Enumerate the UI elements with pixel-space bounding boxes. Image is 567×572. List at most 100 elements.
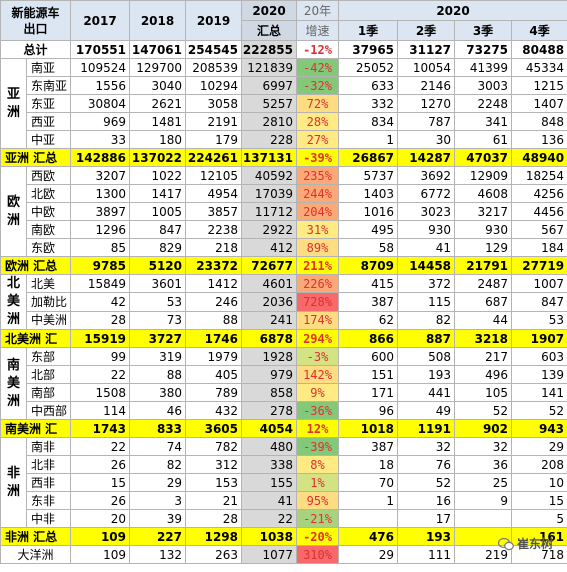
total-2020-cell: 6878	[241, 329, 298, 348]
table-row: 中非 20 39 28 22 -21% 17 5	[1, 509, 567, 528]
subregion-label: 西亚	[25, 112, 72, 131]
growth-cell: 204%	[296, 202, 340, 221]
value-cell: 31127	[397, 40, 456, 59]
value-cell: 36	[454, 455, 513, 474]
value-cell	[454, 509, 513, 528]
value-cell: 21791	[454, 256, 513, 275]
value-cell: 44	[454, 310, 513, 331]
value-cell: 1	[338, 491, 399, 510]
value-cell: 21	[185, 491, 243, 510]
value-cell: 25052	[338, 58, 399, 77]
value-cell: 887	[397, 329, 456, 348]
value-cell: 129	[454, 238, 513, 257]
value-cell: 193	[397, 527, 456, 546]
subregion-label: 南欧	[25, 220, 72, 239]
value-cell: 99	[70, 347, 131, 366]
value-cell: 15849	[70, 273, 131, 294]
value-cell: 1556	[70, 76, 131, 95]
value-cell: 3217	[454, 202, 513, 221]
value-cell: 405	[185, 365, 243, 384]
total-2020-cell: 228	[241, 130, 298, 149]
subregion-label: 西欧	[25, 166, 72, 185]
value-cell: 10294	[185, 76, 243, 95]
value-cell: 1403	[338, 184, 399, 203]
quarter-group-header: 2020	[338, 0, 567, 21]
value-cell: 180	[129, 130, 187, 149]
value-cell: 20	[70, 509, 131, 528]
value-cell: 53	[129, 292, 187, 312]
value-cell: 3897	[70, 202, 131, 221]
value-cell: 142886	[70, 148, 131, 167]
subregion-label: 南亚	[25, 58, 72, 77]
growth-cell: 8%	[296, 455, 340, 474]
subregion-label: 东南亚	[25, 76, 72, 95]
value-cell: 4256	[511, 184, 567, 203]
table-row-subtotal: 北美洲 汇 15919 3727 1746 6878 294% 866 887 3218 1907	[0, 329, 567, 348]
total-2020-cell: 121839	[241, 58, 298, 77]
growth-cell: 9%	[296, 383, 340, 402]
value-cell: 30804	[70, 94, 131, 113]
value-cell: 171	[338, 383, 399, 402]
value-cell: 114	[70, 401, 131, 420]
year-header: 2019	[185, 0, 243, 41]
oceania-label: 大洋洲	[0, 545, 72, 564]
value-cell: 866	[338, 329, 399, 348]
value-cell: 1018	[338, 419, 399, 438]
value-cell: 415	[338, 273, 399, 294]
value-cell: 151	[338, 365, 399, 384]
value-cell: 718	[511, 545, 567, 564]
region-label: 南美洲	[0, 347, 27, 420]
total-2020-cell: 1077	[241, 545, 298, 564]
value-cell: 26	[70, 491, 131, 510]
value-cell: 1215	[511, 76, 567, 95]
value-cell: 109	[70, 527, 131, 546]
value-cell: 782	[185, 437, 243, 456]
value-cell: 105	[454, 383, 513, 402]
value-cell: 16	[397, 491, 456, 510]
quarter-header: 4季	[511, 20, 567, 41]
value-cell: 41	[397, 238, 456, 257]
total-2020-cell: 2036	[241, 292, 298, 312]
growth-cell: -12%	[296, 40, 340, 59]
value-cell: 62	[338, 310, 399, 331]
value-cell: 1508	[70, 383, 131, 402]
value-cell: 789	[185, 383, 243, 402]
value-cell: 3023	[397, 202, 456, 221]
value-cell: 28	[185, 509, 243, 528]
total-2020-cell: 5257	[241, 94, 298, 113]
value-cell: 943	[511, 419, 567, 438]
subregion-label: 中欧	[25, 202, 72, 221]
value-cell: 153	[185, 473, 243, 492]
subregion-label: 南部	[25, 383, 72, 402]
growth-cell: 174%	[296, 310, 340, 331]
growth-cell: 211%	[296, 256, 340, 275]
value-cell: 28	[70, 310, 131, 331]
value-cell: 1412	[185, 273, 243, 294]
region-label: 非洲	[0, 437, 27, 528]
value-cell: 1979	[185, 347, 243, 366]
value-cell: 58	[338, 238, 399, 257]
total-2020-cell: 1928	[241, 347, 298, 366]
value-cell: 387	[338, 292, 399, 312]
value-cell: 26	[70, 455, 131, 474]
subregion-label: 北欧	[25, 184, 72, 203]
value-cell: 1022	[129, 166, 187, 185]
value-cell: 332	[338, 94, 399, 113]
value-cell: 32	[397, 437, 456, 456]
table-row: 东非 26 3 21 41 95% 1 16 9 15	[1, 491, 567, 510]
value-cell: 73275	[454, 40, 513, 59]
table-row: 南美洲 东部 99 319 1979 1928 -3% 600 508 217 603	[0, 347, 567, 420]
value-cell: 22	[70, 437, 131, 456]
value-cell: 930	[397, 220, 456, 239]
value-cell: 1191	[397, 419, 456, 438]
subregion-label: 东非	[25, 491, 72, 510]
value-cell: 217	[454, 347, 513, 366]
value-cell: 32	[454, 437, 513, 456]
growth-cell: 244%	[296, 184, 340, 203]
total-2020-cell: 40592	[241, 166, 298, 185]
value-cell: 1007	[511, 273, 567, 294]
total-2020-cell: 2810	[241, 112, 298, 131]
value-cell: 208539	[185, 58, 243, 77]
value-cell: 3218	[454, 329, 513, 348]
value-cell: 8709	[338, 256, 399, 275]
